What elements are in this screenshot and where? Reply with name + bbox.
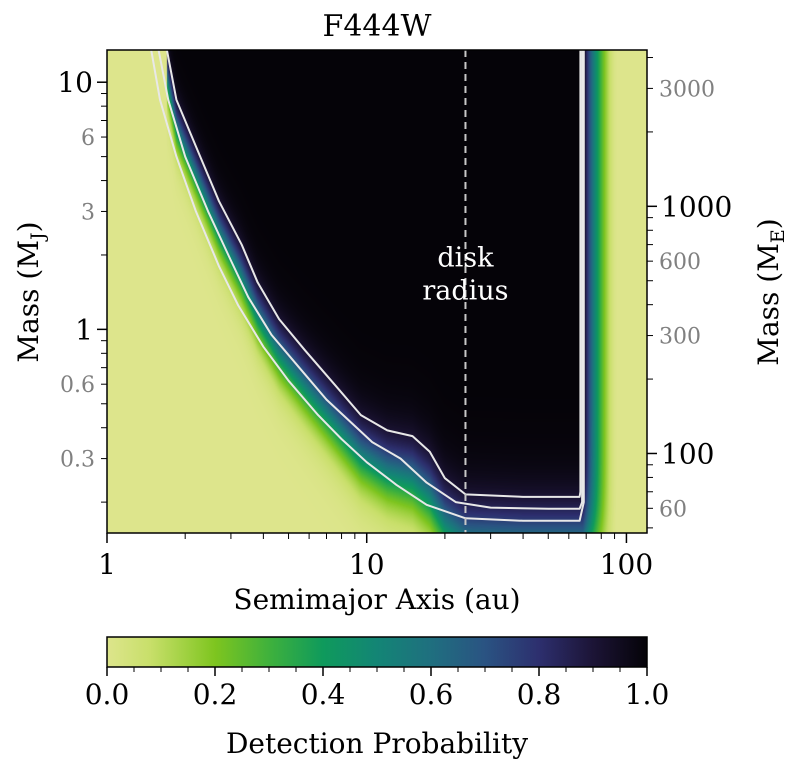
contour-0.68 <box>157 50 584 510</box>
heatmap-canvas <box>107 50 647 533</box>
colorbar-tick-label: 0.6 <box>409 678 454 711</box>
chart-title: F444W <box>323 9 432 44</box>
contour-0.9 <box>165 50 582 498</box>
x-tick-label: 10 <box>349 548 385 581</box>
colorbar-ticks: 0.0 0.2 0.4 0.6 0.8 1.0 <box>85 667 670 711</box>
contour-0.5 <box>150 50 585 522</box>
y-right-minor-tick-label: 3000 <box>659 77 715 102</box>
y-right-tick-label: 100 <box>661 437 714 470</box>
colorbar-tick-label: 0.2 <box>193 678 238 711</box>
y-axis-right-label: Mass (ME) <box>752 218 789 365</box>
colorbar-tick-label: 0.0 <box>85 678 130 711</box>
y-left-minor-tick-label: 0.3 <box>60 448 95 473</box>
x-tick-label: 1 <box>98 548 116 581</box>
colorbar-tick-label: 0.4 <box>301 678 346 711</box>
y-left-tick-label: 1 <box>75 313 93 346</box>
heatmap-container <box>107 50 647 533</box>
colorbar-tick-label: 1.0 <box>625 678 670 711</box>
y-left-minor-tick-label: 6 <box>81 126 95 151</box>
x-axis: 1 10 100 <box>98 533 653 581</box>
y-right-minor-tick-label: 600 <box>659 250 701 275</box>
disk-radius-label-line1: disk <box>437 243 494 274</box>
x-tick-label: 100 <box>600 548 653 581</box>
contour-lines <box>150 50 585 522</box>
y-left-tick-label: 10 <box>57 66 93 99</box>
y-right-minor-tick-label: 60 <box>659 497 687 522</box>
y-left-minor-tick-label: 3 <box>81 200 95 225</box>
colorbar <box>106 636 648 668</box>
y-axis-left-label: Mass (MJ) <box>12 221 49 362</box>
disk-radius-label-line2: radius <box>422 276 508 307</box>
colorbar-tick-label: 0.8 <box>517 678 562 711</box>
plot-frame <box>106 49 648 534</box>
y-right-minor-tick-label: 300 <box>659 325 701 350</box>
y-axis-right: 100 1000 60 300 600 3000 <box>647 57 732 529</box>
y-axis-left: 1 10 0.3 0.6 3 6 <box>57 66 107 503</box>
x-axis-label: Semimajor Axis (au) <box>233 583 520 616</box>
y-right-tick-label: 1000 <box>661 190 732 223</box>
colorbar-label: Detection Probability <box>226 727 528 760</box>
y-left-minor-tick-label: 0.6 <box>60 373 95 398</box>
